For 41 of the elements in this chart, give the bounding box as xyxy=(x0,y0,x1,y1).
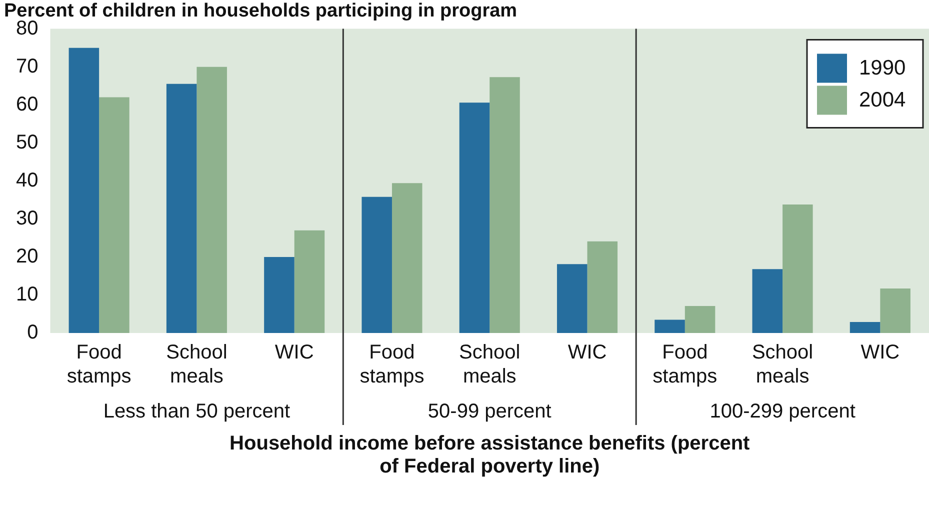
bar xyxy=(654,320,685,333)
y-tick-label: 60 xyxy=(16,93,38,116)
y-tick-label: 10 xyxy=(16,283,38,306)
text: 100-299 percent xyxy=(710,400,856,423)
bar xyxy=(587,241,618,333)
bar xyxy=(556,264,588,333)
x-axis-title: Household income before assistance benefits (percent of Federal poverty line) xyxy=(230,432,750,478)
y-tick-label: 40 xyxy=(16,169,38,192)
x-tick-label: WIC xyxy=(860,342,900,364)
legend-label: 2004 xyxy=(859,88,906,112)
x-tick-label: School meals xyxy=(166,342,228,388)
y-tick-label: 0 xyxy=(27,322,38,344)
legend-label: 1990 xyxy=(859,56,906,80)
bar xyxy=(294,230,325,333)
x-tick-label: WIC xyxy=(274,342,314,364)
bar xyxy=(752,269,783,333)
bar xyxy=(99,97,130,333)
bar xyxy=(684,306,716,333)
x-tick-label: Food stamps xyxy=(66,342,132,388)
text: Less than 50 percent xyxy=(103,400,291,423)
x-tick-label: Food stamps xyxy=(360,342,424,388)
x-tick-label: Food stamps xyxy=(652,342,718,388)
y-tick-label: 70 xyxy=(16,55,38,78)
x-tick-label: School meals xyxy=(752,342,814,388)
bar xyxy=(362,196,392,333)
y-tick-label: 30 xyxy=(16,207,38,230)
bar xyxy=(459,102,490,333)
bar xyxy=(68,48,100,333)
x-tick-label: School meals xyxy=(459,342,520,388)
y-tick-label: 20 xyxy=(16,245,38,268)
bar xyxy=(782,204,813,333)
bar xyxy=(850,322,880,333)
bar xyxy=(490,77,520,333)
y-tick-label: 50 xyxy=(16,131,38,154)
bar xyxy=(392,183,422,333)
bar xyxy=(166,84,197,333)
text: 50-99 percent xyxy=(428,400,552,423)
bar xyxy=(880,288,910,333)
x-tick-label: WIC xyxy=(568,342,607,364)
bar xyxy=(196,66,227,333)
bar xyxy=(264,256,294,333)
